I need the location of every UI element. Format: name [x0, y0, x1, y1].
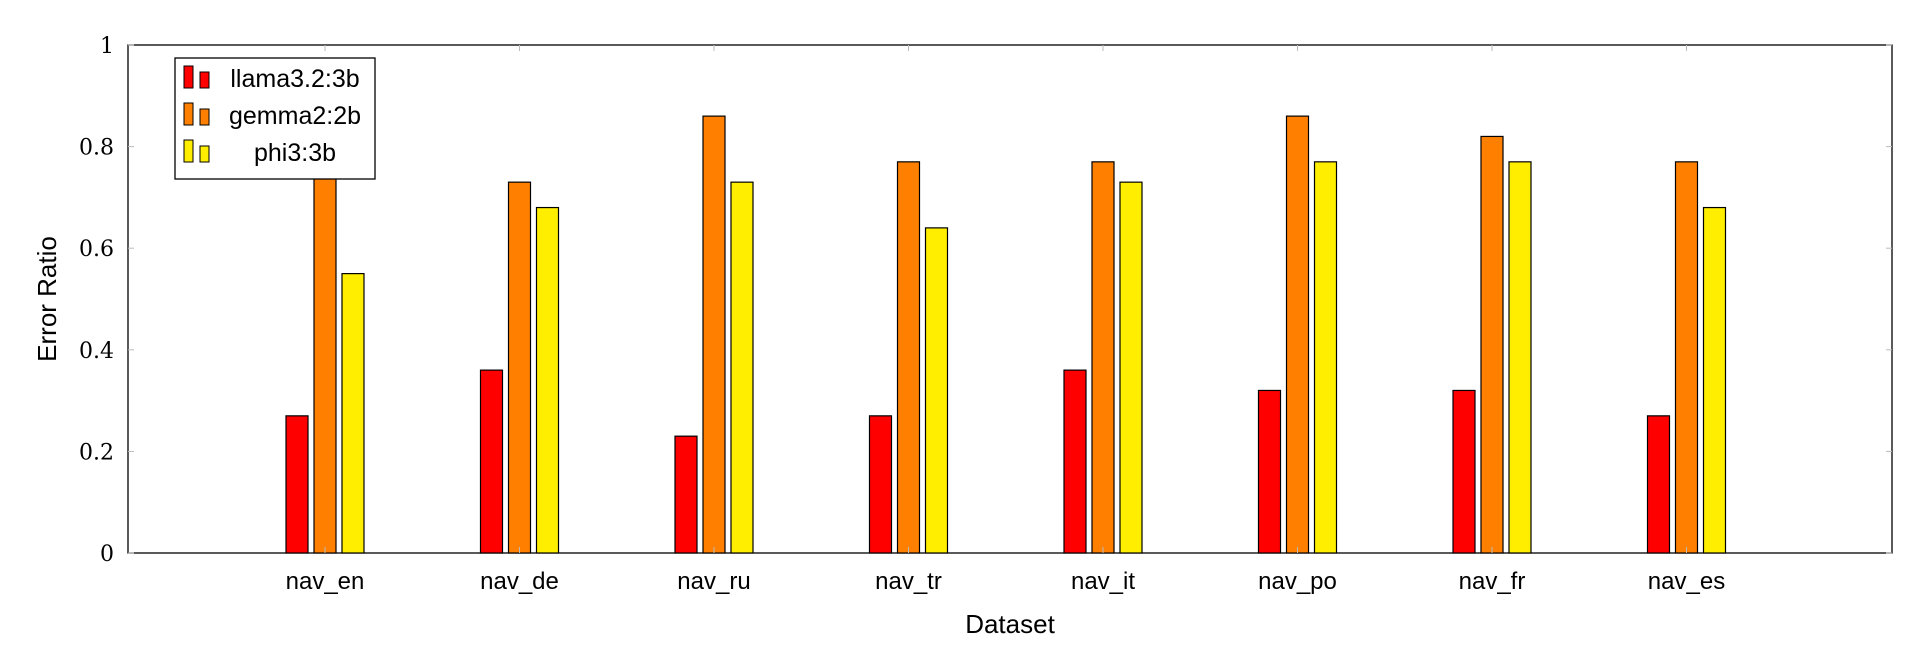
x-tick-label: nav_en [286, 568, 365, 595]
legend-label: gemma2:2b [229, 102, 361, 130]
legend-label: phi3:3b [254, 139, 336, 167]
bar-llama3-2-3b-nav-tr [868, 415, 893, 554]
legend-label: llama3.2:3b [230, 65, 359, 93]
legend: llama3.2:3b gemma2:2b phi3:3b [174, 57, 376, 180]
bar-phi3-3b-nav-po [1313, 161, 1338, 554]
bar-gemma2-2b-nav-es [1674, 161, 1699, 554]
bar-llama3-2-3b-nav-es [1646, 415, 1671, 554]
x-tick-label: nav_tr [875, 568, 942, 595]
x-tick-label: nav_ru [677, 568, 750, 595]
bar-phi3-3b-nav-it [1119, 181, 1143, 554]
bar-gemma2-2b-nav-ru [702, 115, 726, 554]
bar-phi3-3b-nav-fr [1508, 161, 1532, 554]
bar-phi3-3b-nav-es [1702, 206, 1727, 554]
bar-gemma2-2b-nav-po [1285, 115, 1310, 554]
x-tick-label: nav_it [1071, 568, 1135, 595]
bar-llama3-2-3b-nav-po [1257, 389, 1282, 554]
y-tick-label: 1 [100, 34, 114, 59]
bars-layer [285, 115, 1727, 554]
legend-swatch [183, 65, 194, 89]
y-tick-label: 0.2 [79, 440, 114, 465]
plot-frame [127, 44, 1893, 554]
x-tick-label: nav_fr [1459, 568, 1526, 595]
x-tick-label: nav_es [1648, 568, 1725, 595]
bar-llama3-2-3b-nav-de [479, 369, 504, 554]
bar-gemma2-2b-nav-fr [1480, 135, 1504, 554]
bar-llama3-2-3b-nav-en [285, 415, 309, 554]
axis-ticks: nav_en nav_de nav_ru nav_tr nav_it nav_po nav_… [79, 34, 1892, 595]
bar-llama3-2-3b-nav-it [1063, 369, 1087, 554]
y-axis-title: Error Ratio [32, 236, 62, 362]
legend-swatch [199, 108, 210, 126]
bar-phi3-3b-nav-en [341, 273, 365, 554]
legend-swatch [183, 102, 194, 126]
bar-gemma2-2b-nav-de [507, 181, 532, 554]
y-tick-label: 0.8 [79, 136, 114, 161]
legend-swatch [183, 139, 194, 163]
x-axis-title: Dataset [965, 609, 1055, 639]
legend-swatch [199, 71, 210, 89]
y-tick-label: 0.4 [79, 339, 114, 364]
bar-phi3-3b-nav-ru [730, 181, 754, 554]
bar-gemma2-2b-nav-en [313, 161, 337, 554]
x-tick-label: nav_de [480, 568, 559, 595]
y-tick-label: 0.6 [79, 237, 114, 262]
x-tick-label: nav_po [1258, 568, 1337, 595]
bar-phi3-3b-nav-tr [924, 227, 949, 554]
bar-llama3-2-3b-nav-fr [1452, 389, 1476, 554]
bar-phi3-3b-nav-de [535, 206, 560, 554]
bar-gemma2-2b-nav-tr [896, 161, 921, 554]
legend-swatch [199, 145, 210, 163]
bar-gemma2-2b-nav-it [1091, 161, 1115, 554]
y-tick-label: 0 [100, 542, 114, 567]
bar-llama3-2-3b-nav-ru [674, 435, 698, 554]
